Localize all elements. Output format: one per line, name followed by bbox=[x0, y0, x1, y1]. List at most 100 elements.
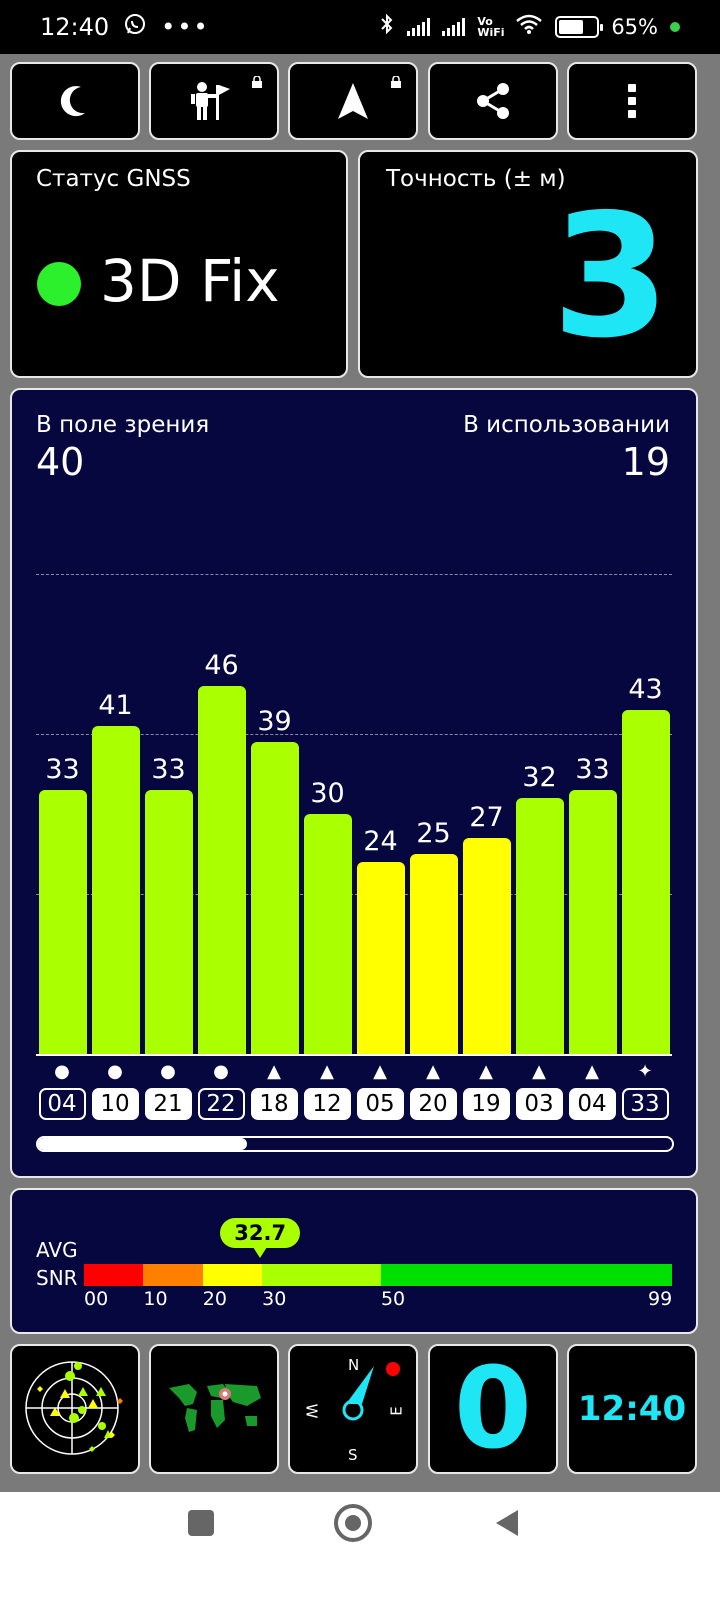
constellation-symbol-icon: ▲ bbox=[267, 1061, 281, 1082]
gridline bbox=[36, 894, 672, 895]
snr-scale-segment bbox=[143, 1264, 203, 1286]
lock-icon bbox=[390, 76, 402, 88]
zero-count-value: 0 bbox=[454, 1344, 532, 1474]
accuracy-panel[interactable]: Точность (± м) 3 bbox=[358, 150, 698, 378]
world-map-tile[interactable] bbox=[149, 1344, 279, 1474]
clock-tile[interactable]: 12:40 bbox=[567, 1344, 697, 1474]
in-view-label: В поле зрения bbox=[36, 412, 210, 438]
constellation-symbol-icon: ✦ bbox=[637, 1061, 653, 1082]
person-flag-icon bbox=[188, 79, 240, 123]
constellation-symbol-icon: ▲ bbox=[426, 1061, 440, 1082]
navigation-arrow-icon bbox=[335, 81, 371, 121]
snr-bar bbox=[250, 742, 299, 1054]
scrollbar-thumb[interactable] bbox=[38, 1138, 248, 1150]
snr-bar-value: 32 bbox=[522, 762, 557, 793]
snr-bar-value: 39 bbox=[257, 706, 292, 737]
snr-tick-label: 50 bbox=[380, 1288, 406, 1310]
home-button[interactable] bbox=[334, 1504, 372, 1542]
snr-bar-value: 41 bbox=[98, 690, 133, 721]
signal-icon-2 bbox=[442, 18, 466, 36]
share-button[interactable] bbox=[428, 62, 558, 140]
snr-bar bbox=[621, 710, 670, 1054]
satellite-id-badge[interactable]: 05 bbox=[356, 1088, 404, 1120]
satellite-id-badge[interactable]: 04 bbox=[568, 1088, 616, 1120]
snr-bar bbox=[462, 838, 511, 1054]
more-options-button[interactable] bbox=[567, 62, 697, 140]
satellite-snr-panel[interactable]: В поле зрения 40 В использовании 19 33 ● 0… bbox=[10, 388, 698, 1178]
more-notifications-icon: ••• bbox=[161, 13, 210, 41]
satellite-id-badge[interactable]: 04 bbox=[38, 1088, 86, 1120]
sky-plot-icon bbox=[25, 1361, 123, 1455]
accuracy-title: Точность (± м) bbox=[386, 166, 566, 192]
constellation-symbol-icon: ▲ bbox=[532, 1061, 546, 1082]
lock-icon bbox=[251, 76, 263, 88]
snr-scale-segment bbox=[380, 1264, 672, 1286]
snr-bar bbox=[409, 854, 458, 1054]
satellite-id-badge[interactable]: 21 bbox=[144, 1088, 192, 1120]
snr-tick-label: 10 bbox=[143, 1288, 168, 1310]
battery-percent: 65% bbox=[611, 15, 658, 39]
snr-tick-label: 20 bbox=[202, 1288, 227, 1310]
in-use-label: В использовании bbox=[463, 412, 670, 438]
constellation-symbol-icon: ▲ bbox=[479, 1061, 493, 1082]
constellation-symbol-icon: ● bbox=[107, 1061, 123, 1082]
share-icon bbox=[473, 81, 513, 121]
snr-bar-value: 33 bbox=[45, 754, 80, 785]
home-dot-icon bbox=[345, 1515, 361, 1531]
compass-south: S bbox=[348, 1446, 358, 1464]
constellation-symbol-icon: ● bbox=[54, 1061, 70, 1082]
satellite-count-tile[interactable]: 0 bbox=[428, 1344, 558, 1474]
satellite-id-badge[interactable]: 18 bbox=[250, 1088, 298, 1120]
in-view-count: 40 bbox=[36, 440, 85, 484]
satellite-id-badge[interactable]: 12 bbox=[303, 1088, 351, 1120]
sky-view-tile[interactable] bbox=[10, 1344, 140, 1474]
navigation-button[interactable] bbox=[288, 62, 418, 140]
avg-snr-label-line2: SNR bbox=[36, 1266, 78, 1290]
battery-icon bbox=[555, 16, 604, 38]
activity-button[interactable] bbox=[149, 62, 279, 140]
snr-bar bbox=[515, 798, 564, 1054]
avg-snr-value: 32.7 bbox=[234, 1221, 287, 1245]
gridline bbox=[36, 574, 672, 575]
vowifi-icon: Vo WiFi bbox=[477, 15, 505, 39]
snr-bar bbox=[91, 726, 140, 1054]
back-button[interactable] bbox=[494, 1508, 520, 1542]
snr-bar-value: 33 bbox=[151, 754, 186, 785]
compass-tile[interactable]: N S W E bbox=[288, 1344, 418, 1474]
satellite-id-badge[interactable]: 10 bbox=[91, 1088, 139, 1120]
compass-north: N bbox=[348, 1356, 360, 1374]
satellite-id-badge[interactable]: 33 bbox=[621, 1088, 669, 1120]
satellite-id-badge[interactable]: 22 bbox=[197, 1088, 245, 1120]
constellation-symbol-icon: ● bbox=[160, 1061, 176, 1082]
constellation-symbol-icon: ▲ bbox=[373, 1061, 387, 1082]
snr-bar bbox=[303, 814, 352, 1054]
gnss-status-title: Статус GNSS bbox=[36, 166, 191, 192]
world-map-icon bbox=[169, 1384, 261, 1432]
recents-button[interactable] bbox=[188, 1510, 214, 1536]
system-navigation-bar bbox=[0, 1492, 720, 1600]
clock-value: 12:40 bbox=[577, 1389, 687, 1429]
satellite-list-scrollbar[interactable] bbox=[36, 1136, 674, 1152]
snr-tick-label: 00 bbox=[84, 1288, 109, 1310]
snr-bar bbox=[197, 686, 246, 1054]
snr-tick-label: 30 bbox=[262, 1288, 287, 1310]
snr-scale-segment bbox=[202, 1264, 263, 1286]
in-use-count: 19 bbox=[621, 440, 670, 484]
satellite-id-badge[interactable]: 19 bbox=[462, 1088, 510, 1120]
avg-snr-marker: 32.7 bbox=[220, 1218, 301, 1258]
satellite-id-badge[interactable]: 03 bbox=[515, 1088, 563, 1120]
compass-needle-icon bbox=[342, 1366, 374, 1421]
snr-bar-value: 30 bbox=[310, 778, 345, 809]
wifi-icon bbox=[515, 13, 543, 41]
fix-status-indicator bbox=[37, 262, 81, 306]
snr-bar-value: 33 bbox=[575, 754, 610, 785]
snr-bar bbox=[38, 790, 87, 1054]
constellation-symbol-icon: ▲ bbox=[320, 1061, 334, 1082]
snr-color-scale bbox=[84, 1264, 672, 1286]
snr-bar bbox=[568, 790, 617, 1054]
gnss-status-panel[interactable]: Статус GNSS 3D Fix bbox=[10, 150, 348, 378]
privacy-indicator-icon bbox=[670, 22, 680, 32]
snr-scale-segment bbox=[84, 1264, 144, 1286]
night-mode-button[interactable] bbox=[10, 62, 140, 140]
satellite-id-badge[interactable]: 20 bbox=[409, 1088, 457, 1120]
